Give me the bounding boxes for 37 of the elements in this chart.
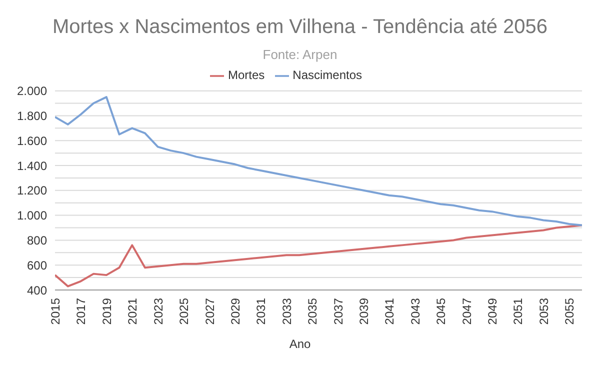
legend-label: Mortes bbox=[228, 68, 265, 82]
x-tick-label: 2049 bbox=[486, 298, 500, 325]
line-series bbox=[55, 96, 582, 226]
x-tick-label: 2023 bbox=[151, 298, 166, 325]
y-tick-label: 1.600 bbox=[16, 134, 48, 148]
chart-subtitle: Fonte: Arpen bbox=[262, 47, 338, 62]
x-tick-label: 2041 bbox=[382, 298, 397, 325]
x-tick-label: 2037 bbox=[331, 298, 346, 325]
x-tick-label: 2029 bbox=[228, 298, 242, 325]
x-tick-label: 2053 bbox=[536, 298, 551, 325]
x-tick-label: 2055 bbox=[562, 298, 577, 325]
legend-label: Nascimentos bbox=[292, 68, 362, 82]
x-tick-label: 2033 bbox=[280, 298, 294, 325]
y-tick-label: 800 bbox=[26, 233, 48, 248]
x-tick-label: 2047 bbox=[460, 298, 474, 325]
x-tick-label: 2025 bbox=[177, 298, 192, 325]
y-tick-label: 600 bbox=[26, 258, 48, 272]
x-tick-label: 2021 bbox=[126, 298, 140, 325]
x-tick-label: 2035 bbox=[306, 298, 320, 325]
x-tick-label: 2015 bbox=[48, 298, 63, 325]
chart-title: Mortes x Nascimentos em Vilhena - Tendência até 2056 bbox=[51, 16, 549, 39]
y-tick-label: 1.800 bbox=[16, 108, 48, 123]
y-tick-label: 1.000 bbox=[16, 208, 48, 223]
y-tick-label: 400 bbox=[26, 283, 48, 298]
x-tick-label: 2051 bbox=[511, 298, 526, 325]
y-tick-label: 2.000 bbox=[16, 84, 48, 98]
x-tick-label: 2043 bbox=[408, 298, 422, 325]
x-tick-label: 2039 bbox=[357, 298, 372, 325]
x-tick-label: 2027 bbox=[202, 298, 217, 325]
line-series bbox=[55, 224, 582, 288]
x-tick-label: 2031 bbox=[254, 298, 268, 325]
x-tick-label: 2019 bbox=[100, 298, 114, 325]
x-axis-title: Ano bbox=[288, 337, 312, 351]
x-tick-label: 2017 bbox=[74, 298, 88, 325]
x-tick-label: 2045 bbox=[434, 298, 448, 325]
y-tick-label: 1.200 bbox=[16, 184, 48, 198]
y-tick-label: 1.400 bbox=[16, 158, 48, 173]
